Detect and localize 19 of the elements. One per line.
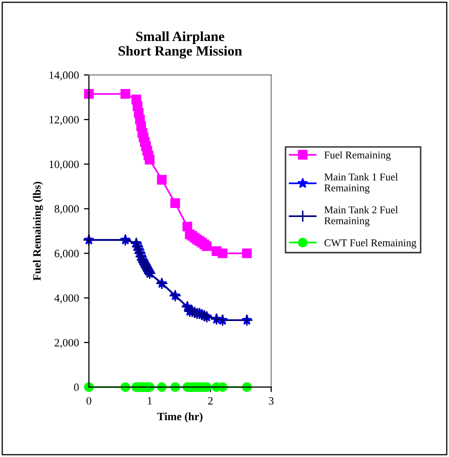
x-tick-label: 3 bbox=[268, 397, 274, 405]
chart-title: Small Airplane Short Range Mission bbox=[118, 31, 242, 59]
y-tick-label: 12,000 bbox=[50, 116, 79, 126]
x-tick-label: 0 bbox=[86, 397, 92, 405]
y-axis-title: Fuel Remaining (lbs) bbox=[32, 182, 44, 281]
x-tick-label: 2 bbox=[208, 397, 213, 405]
legend-label: Main Tank 1 Fuel Remaining bbox=[324, 173, 398, 194]
legend-label: Fuel Remaining bbox=[324, 151, 391, 161]
y-tick-label: 0 bbox=[74, 384, 79, 392]
x-tick-label: 1 bbox=[148, 397, 152, 405]
y-tick-label: 8,000 bbox=[54, 205, 79, 214]
y-tick-label: 2,000 bbox=[54, 338, 79, 348]
y-tick-label: 6,000 bbox=[54, 250, 79, 259]
y-tick-label: 4,000 bbox=[54, 294, 79, 304]
y-tick-label: 10,000 bbox=[50, 160, 79, 170]
x-axis-title: Time (hr) bbox=[157, 412, 202, 423]
y-tick-label: 14,000 bbox=[50, 71, 79, 81]
legend-label: Main Tank 2 Fuel Remaining bbox=[324, 206, 398, 226]
legend-label: CWT Fuel Remaining bbox=[324, 238, 416, 248]
